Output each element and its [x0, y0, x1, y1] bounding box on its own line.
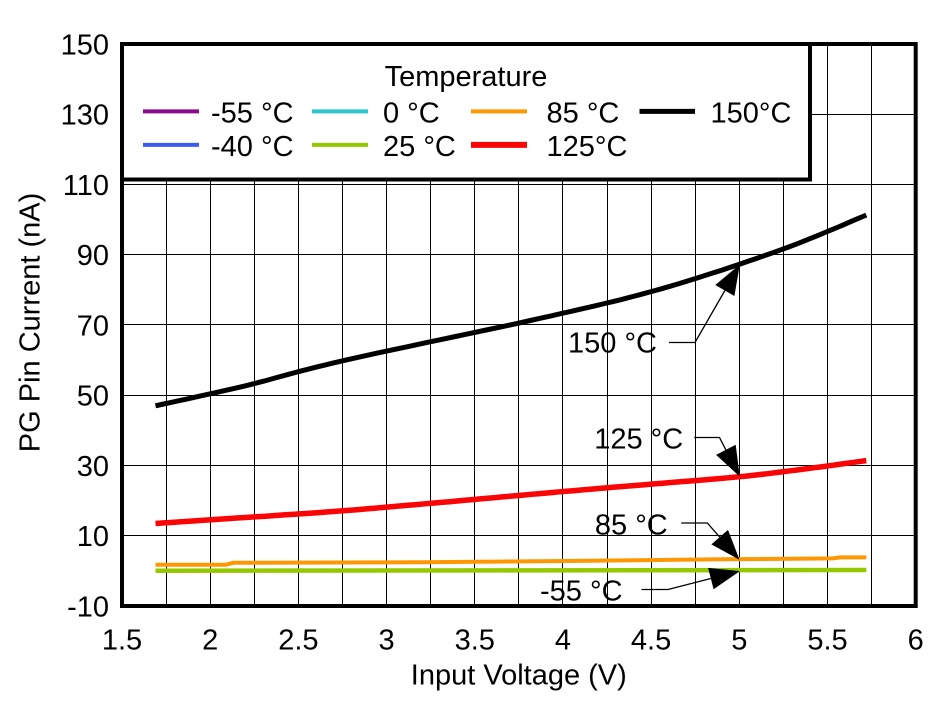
- svg-text:-55 °C: -55 °C: [540, 575, 623, 607]
- svg-text:PG Pin Current (nA): PG Pin Current (nA): [15, 193, 47, 452]
- svg-text:150 °C: 150 °C: [568, 327, 657, 359]
- svg-text:3: 3: [379, 624, 395, 656]
- svg-text:70: 70: [77, 310, 109, 342]
- svg-text:Temperature: Temperature: [385, 61, 548, 93]
- svg-text:Input Voltage (V): Input Voltage (V): [411, 660, 627, 692]
- svg-text:150: 150: [61, 29, 109, 61]
- svg-text:90: 90: [77, 240, 109, 272]
- svg-text:-55 °C: -55 °C: [211, 98, 294, 130]
- svg-text:10: 10: [77, 521, 109, 553]
- svg-text:50: 50: [77, 381, 109, 413]
- svg-text:2.5: 2.5: [278, 624, 318, 656]
- svg-text:130: 130: [61, 100, 109, 132]
- svg-text:-10: -10: [67, 591, 109, 623]
- svg-text:85 °C: 85 °C: [595, 509, 668, 541]
- svg-text:150°C: 150°C: [711, 98, 792, 130]
- svg-text:4.5: 4.5: [631, 624, 671, 656]
- svg-text:125°C: 125°C: [547, 131, 628, 163]
- svg-text:85 °C: 85 °C: [547, 98, 620, 130]
- svg-text:3.5: 3.5: [455, 624, 495, 656]
- svg-text:2: 2: [202, 624, 218, 656]
- svg-text:5.5: 5.5: [807, 624, 847, 656]
- svg-text:5: 5: [731, 624, 747, 656]
- svg-text:125 °C: 125 °C: [594, 424, 683, 456]
- svg-text:0 °C: 0 °C: [383, 98, 440, 130]
- svg-text:30: 30: [77, 451, 109, 483]
- svg-text:25 °C: 25 °C: [383, 131, 456, 163]
- svg-text:110: 110: [63, 170, 109, 202]
- svg-text:6: 6: [908, 624, 924, 656]
- svg-text:1.5: 1.5: [102, 624, 142, 656]
- svg-text:-40 °C: -40 °C: [211, 131, 294, 163]
- svg-text:4: 4: [555, 624, 571, 656]
